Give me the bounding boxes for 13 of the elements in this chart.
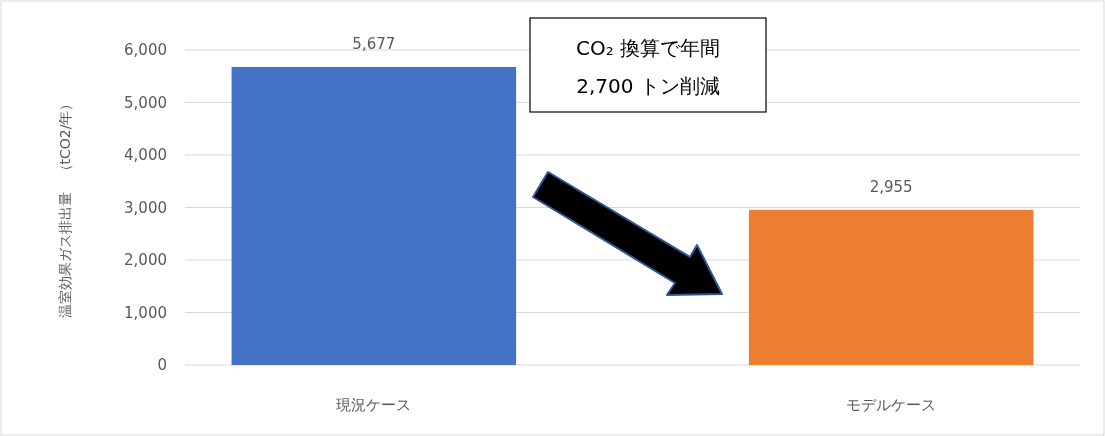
data-label: 5,677	[352, 34, 396, 53]
x-tick-label: モデルケース	[846, 396, 937, 414]
y-tick-label: 1,000	[124, 303, 167, 322]
x-tick-label: 現況ケース	[336, 396, 412, 414]
data-label: 2,955	[869, 177, 913, 196]
y-tick-label: 5,000	[124, 93, 167, 112]
annotation: CO₂ 換算で年間 2,700 トン削減	[575, 36, 721, 98]
y-tick-label: 0	[157, 356, 167, 375]
y-tick-label: 6,000	[124, 41, 167, 60]
y-tick-label: 3,000	[124, 198, 167, 217]
y-tick-label: 4,000	[124, 146, 167, 165]
y-tick-label: 2,000	[124, 251, 167, 270]
y-axis-title: 温室効果ガス排出量 （tCO2/年）	[57, 96, 73, 319]
